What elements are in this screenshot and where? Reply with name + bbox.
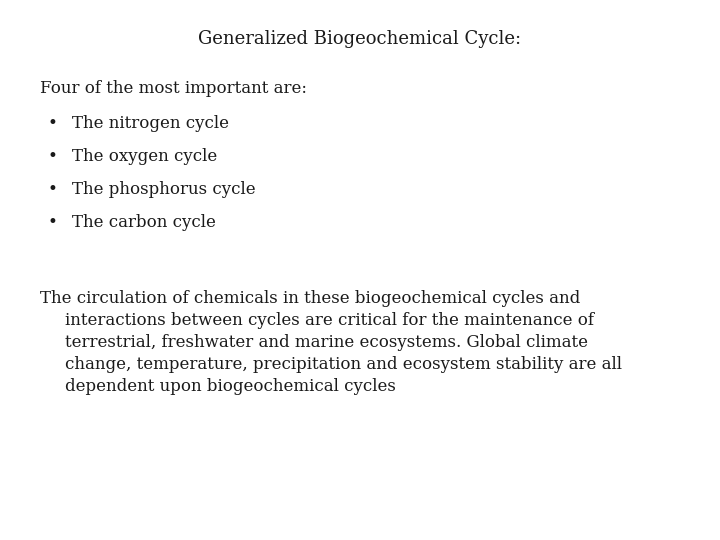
Text: Four of the most important are:: Four of the most important are: xyxy=(40,80,307,97)
Text: The carbon cycle: The carbon cycle xyxy=(72,214,216,231)
Text: •: • xyxy=(48,181,58,198)
Text: dependent upon biogeochemical cycles: dependent upon biogeochemical cycles xyxy=(65,378,396,395)
Text: Generalized Biogeochemical Cycle:: Generalized Biogeochemical Cycle: xyxy=(199,30,521,48)
Text: The phosphorus cycle: The phosphorus cycle xyxy=(72,181,256,198)
Text: •: • xyxy=(48,214,58,231)
Text: interactions between cycles are critical for the maintenance of: interactions between cycles are critical… xyxy=(65,312,594,329)
Text: change, temperature, precipitation and ecosystem stability are all: change, temperature, precipitation and e… xyxy=(65,356,622,373)
Text: •: • xyxy=(48,115,58,132)
Text: The nitrogen cycle: The nitrogen cycle xyxy=(72,115,229,132)
Text: terrestrial, freshwater and marine ecosystems. Global climate: terrestrial, freshwater and marine ecosy… xyxy=(65,334,588,351)
Text: The circulation of chemicals in these biogeochemical cycles and: The circulation of chemicals in these bi… xyxy=(40,290,580,307)
Text: The oxygen cycle: The oxygen cycle xyxy=(72,148,217,165)
Text: •: • xyxy=(48,148,58,165)
